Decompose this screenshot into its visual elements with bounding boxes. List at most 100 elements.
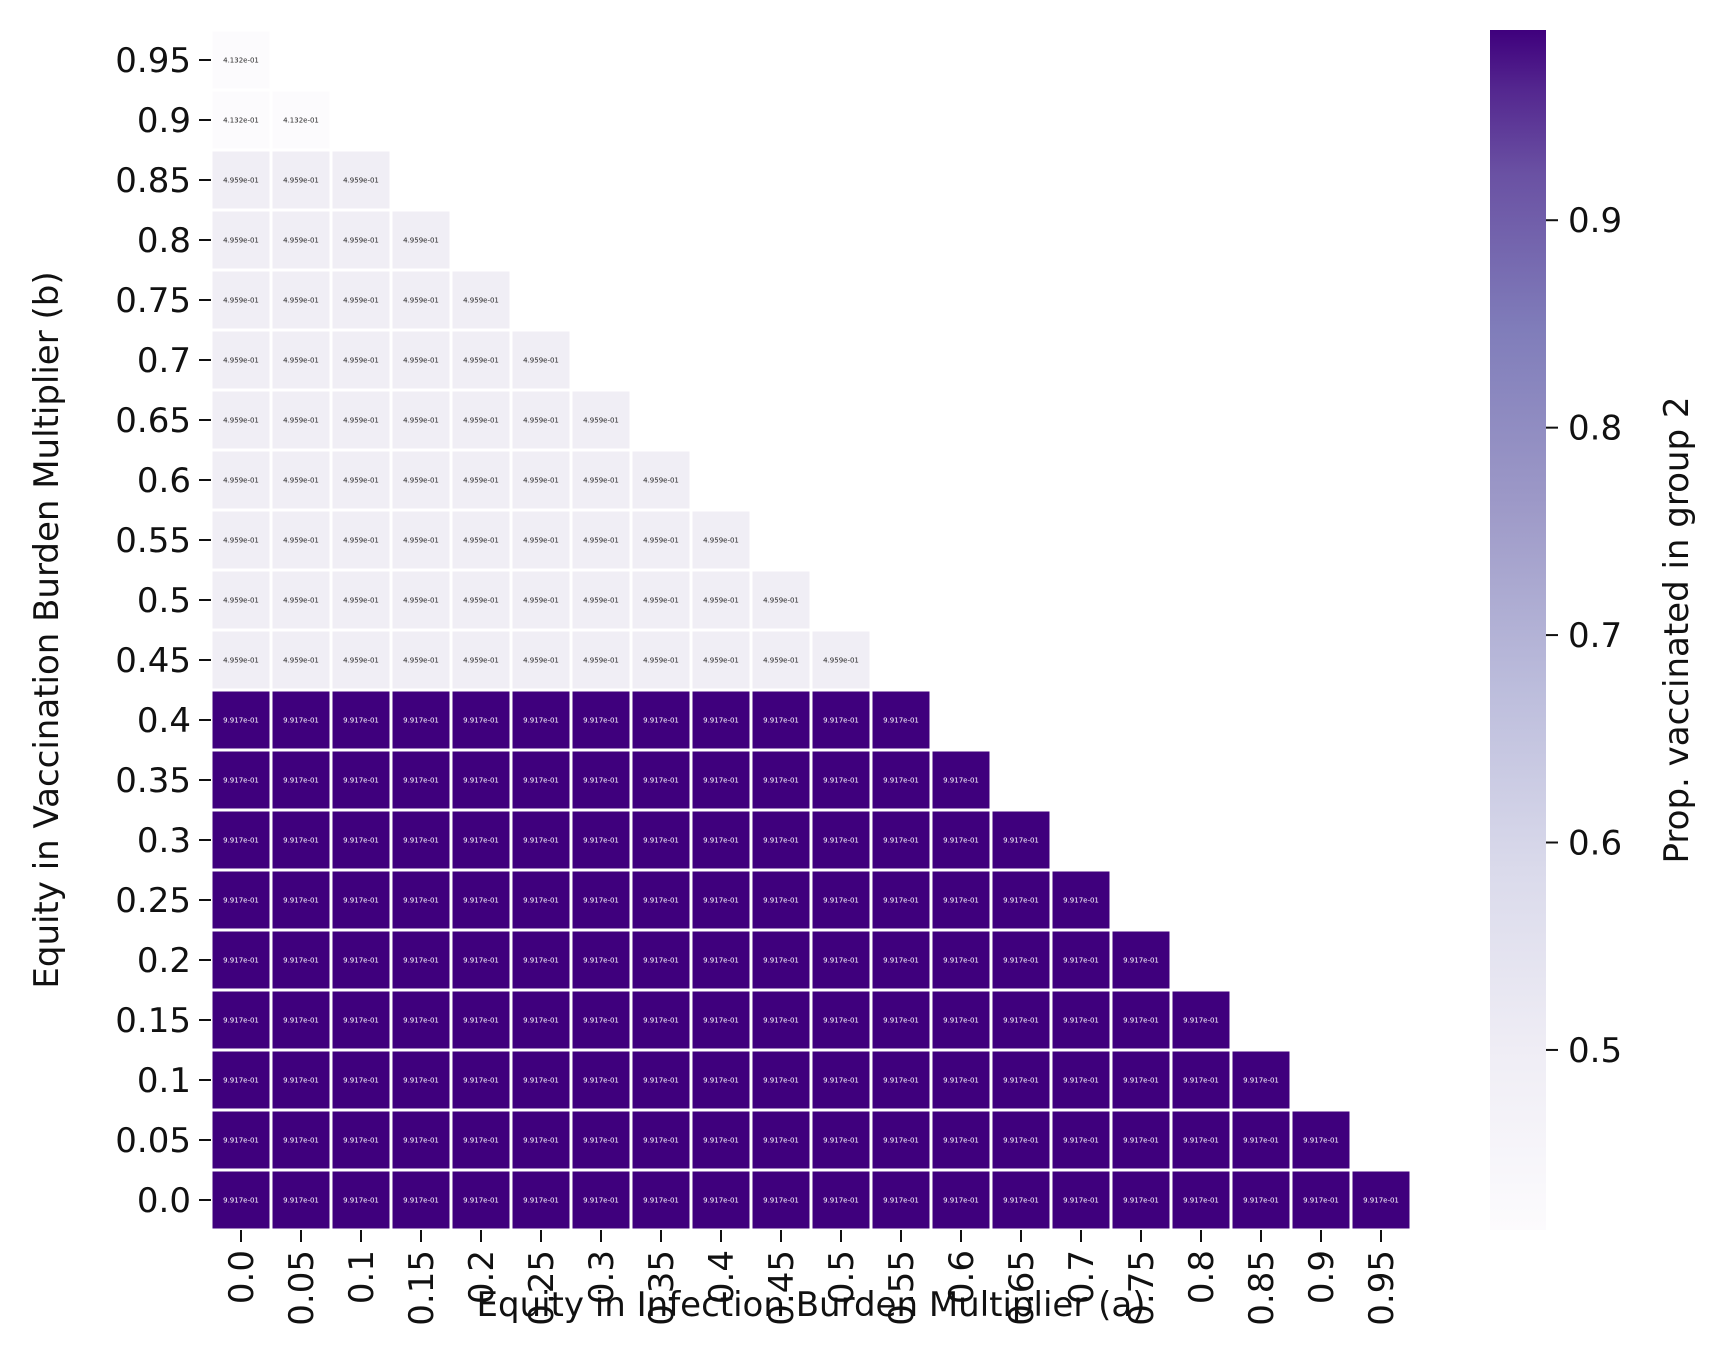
heatmap-cell: [212, 1111, 270, 1169]
cell-value-label: 9.917e-01: [283, 897, 319, 905]
cell-value-label: 9.917e-01: [1063, 897, 1099, 905]
cell-value-label: 9.917e-01: [883, 1197, 919, 1205]
y-tick-label: 0.0: [137, 1181, 191, 1221]
cell-value-label: 9.917e-01: [943, 837, 979, 845]
cell-value-label: 9.917e-01: [223, 1077, 259, 1085]
cell-value-label: 4.959e-01: [463, 477, 499, 485]
cell-value-label: 4.959e-01: [643, 597, 679, 605]
heatmap-cell: [872, 751, 930, 809]
cell-value-label: 9.917e-01: [343, 957, 379, 965]
heatmap-cell: [332, 1171, 390, 1229]
heatmap-cell: [452, 751, 510, 809]
cell-value-label: 4.959e-01: [823, 657, 859, 665]
heatmap-cell: [932, 1051, 990, 1109]
heatmap-cell: [692, 511, 750, 569]
heatmap-cell: [1352, 1171, 1410, 1229]
heatmap-cell: [332, 331, 390, 389]
cell-value-label: 9.917e-01: [883, 717, 919, 725]
heatmap-cell: [512, 1051, 570, 1109]
heatmap-cell: [512, 1111, 570, 1169]
cell-value-label: 4.959e-01: [283, 297, 319, 305]
heatmap-cell: [632, 931, 690, 989]
heatmap-cell: [572, 1051, 630, 1109]
cell-value-label: 4.959e-01: [463, 297, 499, 305]
heatmap-cell: [692, 691, 750, 749]
heatmap-cell: [992, 931, 1050, 989]
cell-value-label: 9.917e-01: [223, 957, 259, 965]
heatmap-cell: [632, 451, 690, 509]
heatmap-cell: [332, 151, 390, 209]
heatmap-cell: [632, 631, 690, 689]
heatmap-cell: [332, 571, 390, 629]
heatmap-cell: [392, 811, 450, 869]
cell-value-label: 9.917e-01: [883, 897, 919, 905]
cell-value-label: 9.917e-01: [823, 717, 859, 725]
cell-value-label: 4.959e-01: [763, 657, 799, 665]
heatmap-cell: [692, 1111, 750, 1169]
cell-value-label: 4.959e-01: [463, 537, 499, 545]
cell-value-label: 9.917e-01: [703, 1137, 739, 1145]
y-tick-label: 0.65: [115, 401, 191, 441]
cell-value-label: 9.917e-01: [403, 777, 439, 785]
heatmap-cell: [572, 1111, 630, 1169]
cell-value-label: 9.917e-01: [823, 1077, 859, 1085]
cell-value-label: 9.917e-01: [1363, 1197, 1399, 1205]
heatmap-cell: [452, 511, 510, 569]
cell-value-label: 9.917e-01: [583, 1017, 619, 1025]
heatmap-cell: [752, 1111, 810, 1169]
cell-value-label: 4.959e-01: [463, 357, 499, 365]
heatmap-cell: [572, 451, 630, 509]
cell-value-label: 9.917e-01: [343, 1017, 379, 1025]
cell-value-label: 9.917e-01: [763, 1017, 799, 1025]
cell-value-label: 4.959e-01: [403, 417, 439, 425]
heatmap-cell: [452, 811, 510, 869]
heatmap-cell: [1112, 931, 1170, 989]
heatmap-cell: [272, 931, 330, 989]
heatmap-cell: [1052, 1171, 1110, 1229]
cell-value-label: 4.959e-01: [403, 357, 439, 365]
heatmap-cell: [872, 691, 930, 749]
cell-value-label: 9.917e-01: [883, 1137, 919, 1145]
heatmap-cell: [272, 571, 330, 629]
heatmap-cell: [932, 931, 990, 989]
cell-value-label: 9.917e-01: [583, 957, 619, 965]
cell-value-label: 9.917e-01: [763, 837, 799, 845]
cell-value-label: 9.917e-01: [343, 717, 379, 725]
y-tick-label: 0.35: [115, 761, 191, 801]
x-tick-label: 0.0: [222, 1250, 262, 1304]
cell-value-label: 4.959e-01: [583, 417, 619, 425]
cell-value-label: 9.917e-01: [1003, 1197, 1039, 1205]
heatmap-cell: [512, 871, 570, 929]
heatmap-cell: [1052, 1051, 1110, 1109]
cell-value-label: 9.917e-01: [943, 1137, 979, 1145]
heatmap-cell: [572, 511, 630, 569]
cell-value-label: 4.959e-01: [283, 477, 319, 485]
cell-value-label: 9.917e-01: [1123, 1077, 1159, 1085]
cell-value-label: 4.959e-01: [223, 597, 259, 605]
cell-value-label: 9.917e-01: [403, 1197, 439, 1205]
heatmap-cell: [1052, 871, 1110, 929]
heatmap-cell: [812, 751, 870, 809]
y-tick-label: 0.2: [137, 941, 191, 981]
heatmap-cell: [452, 271, 510, 329]
cell-value-label: 4.959e-01: [343, 177, 379, 185]
heatmap-cell: [512, 631, 570, 689]
heatmap-cell: [1112, 1171, 1170, 1229]
heatmap-cell: [872, 931, 930, 989]
cell-value-label: 9.917e-01: [1183, 1077, 1219, 1085]
cell-value-label: 9.917e-01: [403, 1137, 439, 1145]
cell-value-label: 9.917e-01: [763, 1197, 799, 1205]
heatmap-cell: [752, 1051, 810, 1109]
cell-value-label: 9.917e-01: [703, 1077, 739, 1085]
cell-value-label: 9.917e-01: [283, 1197, 319, 1205]
heatmap-cell: [212, 31, 270, 89]
cell-value-label: 9.917e-01: [643, 717, 679, 725]
x-tick-label: 0.1: [342, 1250, 382, 1304]
cell-value-label: 9.917e-01: [1003, 957, 1039, 965]
cell-value-label: 4.959e-01: [523, 357, 559, 365]
heatmap-cell: [752, 931, 810, 989]
y-tick-label: 0.25: [115, 881, 191, 921]
heatmap-cell: [272, 1171, 330, 1229]
cell-value-label: 9.917e-01: [523, 1077, 559, 1085]
